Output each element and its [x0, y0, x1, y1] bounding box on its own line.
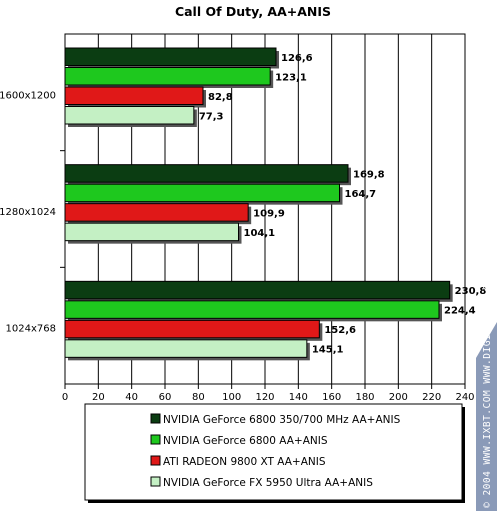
category-label: 1280x1024 [0, 207, 56, 218]
bar [64, 203, 249, 222]
data-label: 164,7 [345, 189, 377, 200]
bar [64, 67, 271, 86]
chart-title: Call Of Duty, AA+ANIS [175, 4, 331, 19]
bar [64, 319, 320, 339]
data-label: 169,8 [353, 169, 385, 180]
x-tick-label: 0 [62, 392, 68, 403]
x-tick-label: 220 [422, 392, 441, 403]
x-tick-label: 240 [455, 392, 474, 403]
watermark-text: © 2004 WWW.IXBT.COM WWW.DIGIT-LIFE.COM [482, 272, 493, 508]
legend-swatch [150, 434, 161, 445]
x-tick-label: 120 [255, 392, 274, 403]
data-label: 123,1 [275, 72, 307, 83]
x-tick-label: 20 [92, 392, 105, 403]
bar [64, 300, 440, 319]
watermark: © 2004 WWW.IXBT.COM WWW.DIGIT-LIFE.COM [476, 272, 497, 511]
legend-swatch [150, 476, 161, 487]
legend-swatch [150, 455, 161, 466]
legend: NVIDIA GeForce 6800 350/700 MHz AA+ANIS N… [84, 403, 465, 503]
x-tick-label: 180 [355, 392, 374, 403]
data-label: 152,6 [324, 325, 356, 336]
data-label: 145,1 [312, 345, 344, 356]
bar [64, 222, 239, 242]
x-tick-label: 100 [222, 392, 241, 403]
data-label: 104,1 [244, 228, 276, 239]
data-label: 109,9 [253, 208, 285, 219]
data-label: 230,8 [455, 286, 487, 297]
legend-entry: NVIDIA GeForce 6800 350/700 MHz AA+ANIS [163, 414, 401, 426]
legend-box [84, 403, 463, 501]
bar [64, 47, 277, 66]
bar [64, 280, 451, 300]
legend-entry: ATI RADEON 9800 XT AA+ANIS [163, 456, 326, 468]
bar [64, 86, 204, 105]
data-label: 224,4 [444, 306, 476, 317]
data-label: 77,3 [199, 111, 224, 122]
bar [64, 164, 349, 183]
category-label: 1600x1200 [0, 90, 56, 101]
x-tick-label: 160 [322, 392, 341, 403]
data-label: 82,8 [208, 92, 233, 103]
bar [64, 106, 195, 125]
x-tick-label: 60 [159, 392, 172, 403]
x-tick-label: 200 [389, 392, 408, 403]
legend-entry: NVIDIA GeForce FX 5950 Ultra AA+ANIS [163, 477, 373, 489]
bar [64, 183, 340, 203]
category-label: 1024x768 [6, 324, 56, 335]
x-tick-label: 40 [125, 392, 138, 403]
bar [64, 339, 308, 358]
plot-area: 126,6 123,1 82,8 77,3 1600x1200 169,8 164,7 109… [0, 33, 487, 403]
legend-swatch [150, 413, 161, 424]
x-tick-label: 80 [192, 392, 205, 403]
x-tick-label: 140 [289, 392, 308, 403]
data-label: 126,6 [281, 53, 313, 64]
legend-entry: NVIDIA GeForce 6800 AA+ANIS [163, 435, 328, 447]
